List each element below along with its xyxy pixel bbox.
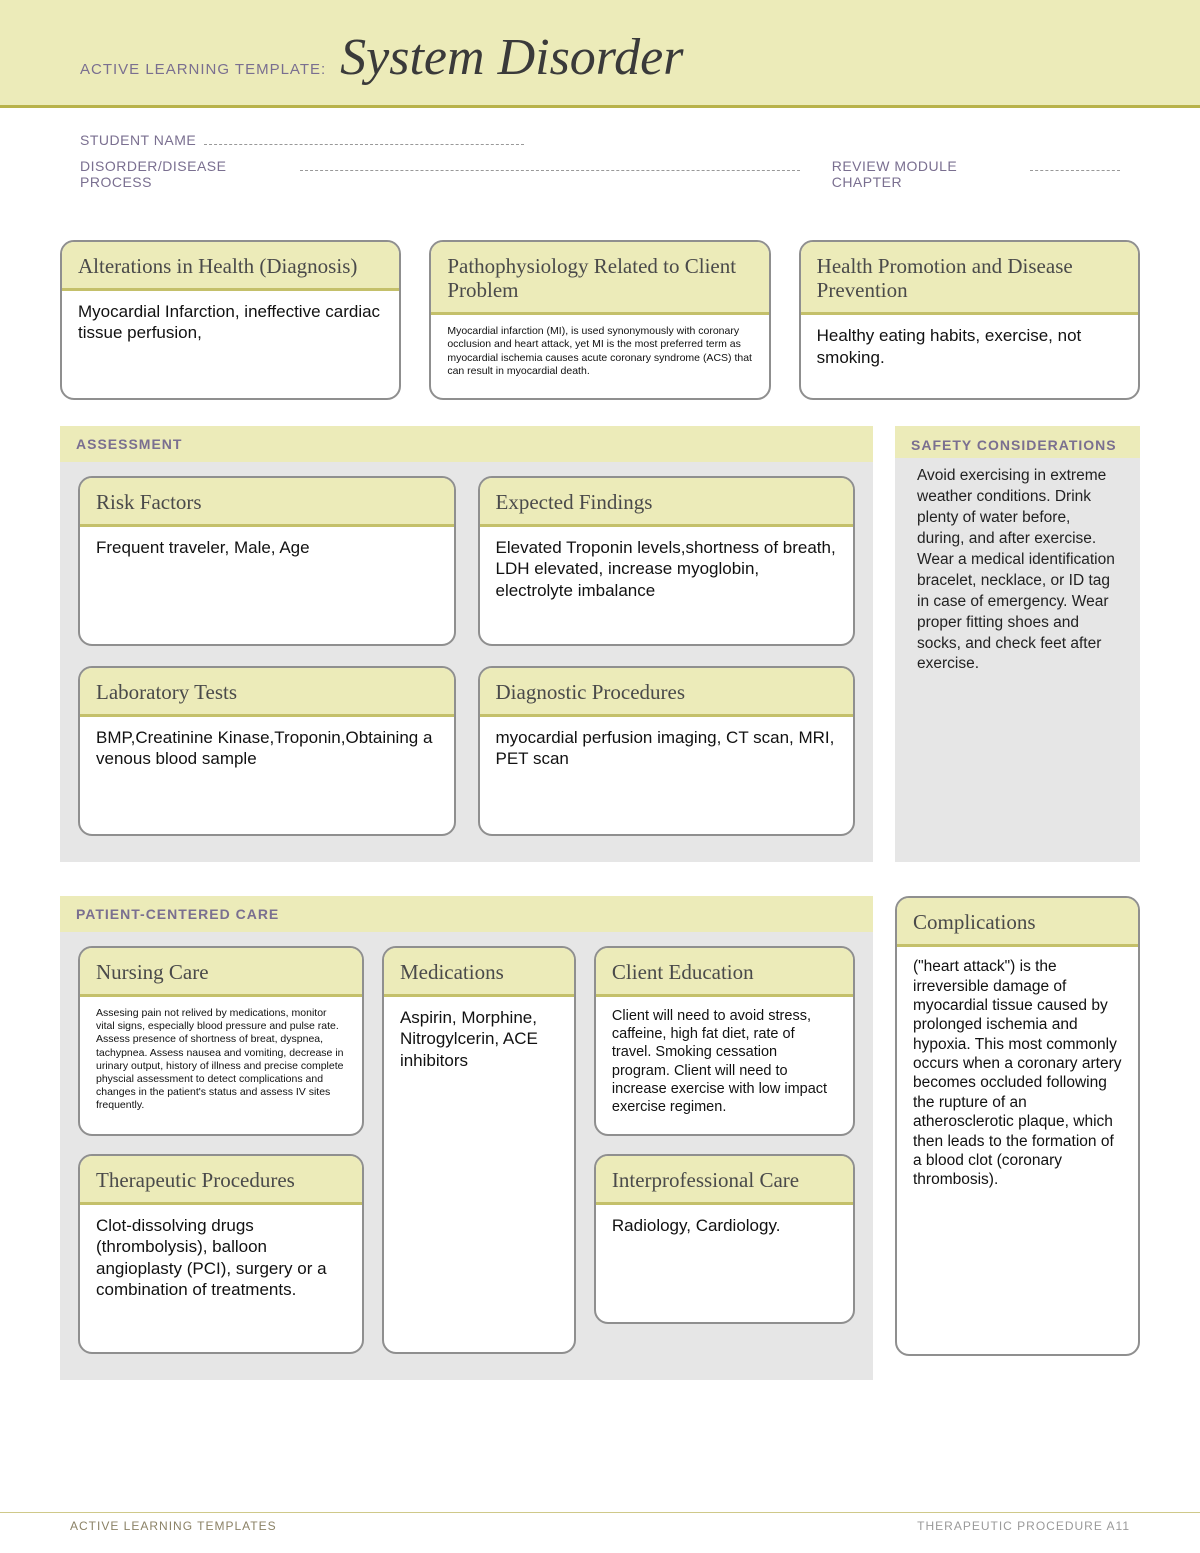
nursing-body: Assesing pain not relived by medications…	[80, 997, 362, 1134]
pcc-section: PATIENT-CENTERED CARE Nursing Care Asses…	[60, 896, 873, 1380]
banner-title: System Disorder	[340, 28, 683, 87]
safety-band: SAFETY CONSIDERATIONS	[895, 426, 1140, 458]
patho-body: Myocardial infarction (MI), is used syno…	[431, 315, 768, 398]
banner: ACTIVE LEARNING TEMPLATE: System Disorde…	[0, 0, 1200, 108]
safety-title: SAFETY CONSIDERATIONS	[911, 436, 1124, 454]
risk-body: Frequent traveler, Male, Age	[80, 527, 454, 644]
banner-label: ACTIVE LEARNING TEMPLATE:	[80, 61, 326, 78]
content: Alterations in Health (Diagnosis) Myocar…	[0, 210, 1200, 1414]
patho-card: Pathophysiology Related to Client Proble…	[429, 240, 770, 400]
risk-title: Risk Factors	[80, 478, 454, 527]
assessment-label: ASSESSMENT	[60, 426, 873, 462]
meds-card: Medications Aspirin, Morphine, Nitrogylc…	[382, 946, 576, 1354]
safety-body: Avoid exercising in extreme weather cond…	[913, 466, 1122, 675]
interprofessional-card: Interprofessional Care Radiology, Cardio…	[594, 1154, 855, 1324]
pcc-label: PATIENT-CENTERED CARE	[60, 896, 873, 932]
labs-card: Laboratory Tests BMP,Creatinine Kinase,T…	[78, 666, 456, 836]
therapeutic-card: Therapeutic Procedures Clot-dissolving d…	[78, 1154, 364, 1354]
client-ed-title: Client Education	[596, 948, 853, 997]
meds-title: Medications	[384, 948, 574, 997]
student-name-label: STUDENT NAME	[80, 132, 196, 148]
assessment-section: ASSESSMENT Risk Factors Frequent travele…	[60, 426, 873, 862]
student-name-line	[204, 133, 524, 145]
banner-inner: ACTIVE LEARNING TEMPLATE: System Disorde…	[80, 28, 1120, 87]
complications-title: Complications	[897, 898, 1138, 947]
assessment-row1: Risk Factors Frequent traveler, Male, Ag…	[78, 476, 855, 646]
footer-right: THERAPEUTIC PROCEDURE A11	[917, 1519, 1130, 1533]
review-label: REVIEW MODULE CHAPTER	[832, 158, 1022, 190]
alterations-body: Myocardial Infarction, ineffective cardi…	[62, 291, 399, 398]
disorder-line	[300, 159, 800, 171]
expected-title: Expected Findings	[480, 478, 854, 527]
review-line	[1030, 159, 1120, 171]
client-ed-body: Client will need to avoid stress, caffei…	[596, 997, 853, 1134]
pcc-col-left: Nursing Care Assesing pain not relived b…	[78, 946, 364, 1354]
diag-body: myocardial perfusion imaging, CT scan, M…	[480, 717, 854, 834]
complications-body: ("heart attack") is the irreversible dam…	[897, 947, 1138, 1354]
alterations-title: Alterations in Health (Diagnosis)	[62, 242, 399, 291]
complications-col: Complications ("heart attack") is the ir…	[895, 896, 1140, 1414]
health-promo-body: Healthy eating habits, exercise, not smo…	[801, 315, 1138, 398]
therapeutic-title: Therapeutic Procedures	[80, 1156, 362, 1205]
labs-body: BMP,Creatinine Kinase,Troponin,Obtaining…	[80, 717, 454, 834]
nursing-card: Nursing Care Assesing pain not relived b…	[78, 946, 364, 1136]
labs-title: Laboratory Tests	[80, 668, 454, 717]
meds-body: Aspirin, Morphine, Nitrogylcerin, ACE in…	[384, 997, 574, 1352]
nursing-title: Nursing Care	[80, 948, 362, 997]
page: ACTIVE LEARNING TEMPLATE: System Disorde…	[0, 0, 1200, 1553]
expected-card: Expected Findings Elevated Troponin leve…	[478, 476, 856, 646]
interprofessional-title: Interprofessional Care	[596, 1156, 853, 1205]
pcc-row1: Nursing Care Assesing pain not relived b…	[78, 946, 855, 1354]
patho-title: Pathophysiology Related to Client Proble…	[431, 242, 768, 315]
disorder-label: DISORDER/DISEASE PROCESS	[80, 158, 292, 190]
therapeutic-body: Clot-dissolving drugs (thrombolysis), ba…	[80, 1205, 362, 1352]
diag-card: Diagnostic Procedures myocardial perfusi…	[478, 666, 856, 836]
health-promo-title: Health Promotion and Disease Prevention	[801, 242, 1138, 315]
pcc-col-right: Client Education Client will need to avo…	[594, 946, 855, 1354]
safety-section: SAFETY CONSIDERATIONS Avoid exercising i…	[895, 426, 1140, 862]
assessment-row2: Laboratory Tests BMP,Creatinine Kinase,T…	[78, 666, 855, 836]
student-name-row: STUDENT NAME	[80, 132, 1120, 148]
pcc-wrapper: PATIENT-CENTERED CARE Nursing Care Asses…	[60, 896, 1140, 1414]
client-ed-card: Client Education Client will need to avo…	[594, 946, 855, 1136]
assessment-wrapper: ASSESSMENT Risk Factors Frequent travele…	[60, 426, 1140, 896]
interprofessional-body: Radiology, Cardiology.	[596, 1205, 853, 1322]
footer-left: ACTIVE LEARNING TEMPLATES	[70, 1519, 277, 1533]
footer: ACTIVE LEARNING TEMPLATES THERAPEUTIC PR…	[0, 1512, 1200, 1533]
diag-title: Diagnostic Procedures	[480, 668, 854, 717]
disorder-row: DISORDER/DISEASE PROCESS REVIEW MODULE C…	[80, 158, 1120, 190]
pcc-col-mid: Medications Aspirin, Morphine, Nitrogylc…	[382, 946, 576, 1354]
alterations-card: Alterations in Health (Diagnosis) Myocar…	[60, 240, 401, 400]
risk-card: Risk Factors Frequent traveler, Male, Ag…	[78, 476, 456, 646]
meta-block: STUDENT NAME DISORDER/DISEASE PROCESS RE…	[0, 108, 1200, 210]
top-row: Alterations in Health (Diagnosis) Myocar…	[60, 240, 1140, 400]
complications-card: Complications ("heart attack") is the ir…	[895, 896, 1140, 1356]
expected-body: Elevated Troponin levels,shortness of br…	[480, 527, 854, 644]
health-promo-card: Health Promotion and Disease Prevention …	[799, 240, 1140, 400]
